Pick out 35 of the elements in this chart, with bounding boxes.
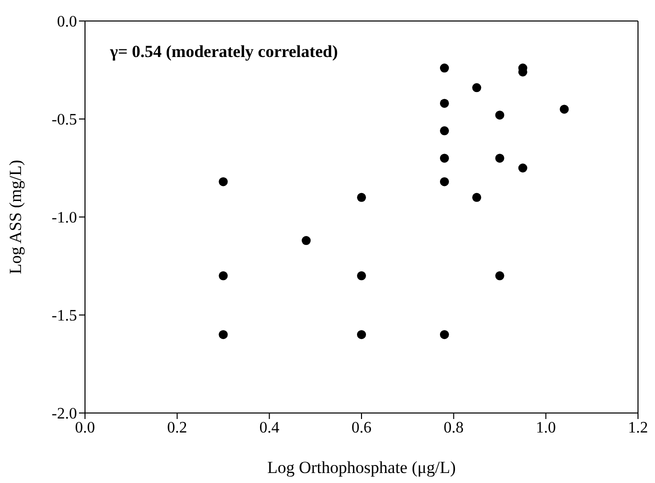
point — [495, 154, 504, 163]
x-tick-label: 0.0 — [75, 419, 95, 436]
x-tick-label: 0.8 — [444, 419, 464, 436]
y-tick-label: 0.0 — [57, 14, 77, 31]
point — [440, 330, 449, 340]
x-tick-label: 0.2 — [167, 419, 188, 436]
point — [218, 177, 228, 186]
x-tick-label: 0.6 — [352, 419, 372, 436]
x-tick-label: 1.0 — [536, 419, 556, 436]
point — [218, 330, 228, 340]
point — [357, 192, 366, 202]
point — [357, 271, 366, 280]
annotation: γ= 0.54 (moderately correlated) — [110, 42, 338, 62]
point — [518, 164, 528, 172]
point — [495, 110, 504, 120]
point — [302, 236, 311, 246]
x-tick-label: 1.2 — [628, 419, 648, 436]
point — [560, 104, 569, 114]
point — [440, 64, 449, 73]
point — [472, 83, 482, 92]
y-axis-title: Log ASS (mg/L) — [6, 160, 26, 274]
point — [472, 192, 482, 202]
point — [495, 271, 504, 280]
y-tick-label: -1.5 — [52, 308, 77, 325]
point — [440, 126, 449, 136]
x-axis-title: Log Orthophosphate (μg/L) — [267, 458, 456, 477]
y-tick-label: -1.0 — [52, 210, 77, 227]
y-tick-label: -0.5 — [52, 112, 77, 129]
y-tick-label: -2.0 — [52, 406, 77, 423]
point — [440, 98, 449, 108]
point — [218, 271, 228, 280]
point — [440, 177, 449, 186]
point — [357, 330, 366, 340]
point — [440, 154, 449, 163]
x-tick-label: 0.4 — [259, 419, 280, 436]
